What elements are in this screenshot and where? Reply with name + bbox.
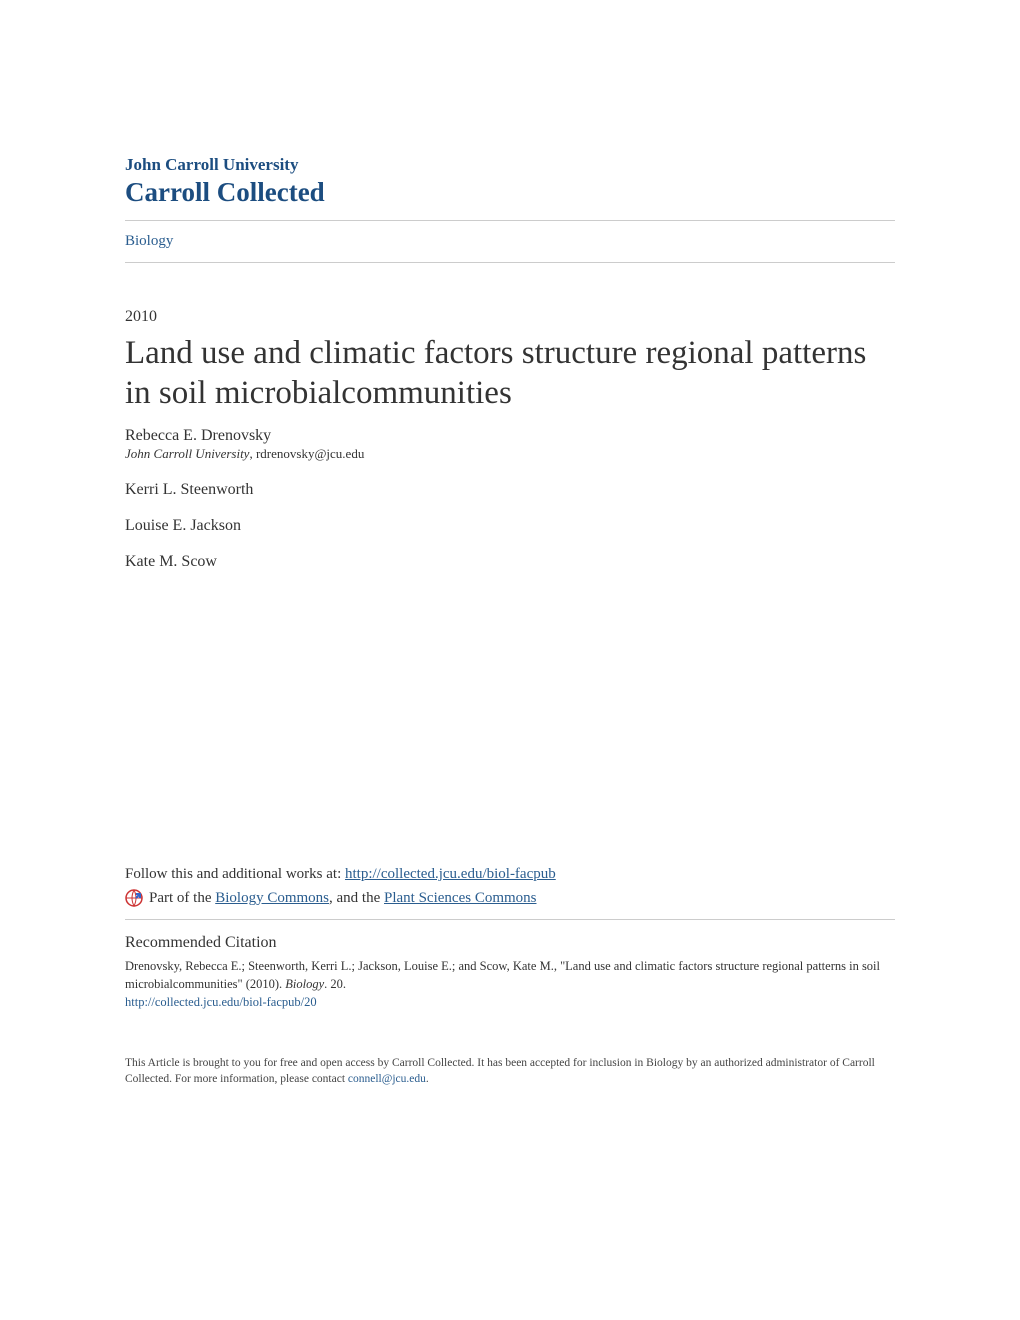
citation-text: Drenovsky, Rebecca E.; Steenworth, Kerri… — [125, 958, 895, 993]
follow-url-link[interactable]: http://collected.jcu.edu/biol-facpub — [345, 866, 556, 882]
breadcrumb-biology[interactable]: Biology — [125, 233, 895, 250]
citation-header: Recommended Citation — [125, 934, 895, 952]
follow-prefix: Follow this and additional works at: — [125, 866, 345, 882]
citation-body-2: . 20. — [324, 977, 346, 991]
article-title: Land use and climatic factors structure … — [125, 334, 895, 413]
author-name-3: Louise E. Jackson — [125, 517, 895, 535]
and-text: , and the — [329, 890, 384, 906]
publication-year: 2010 — [125, 308, 895, 326]
author-affiliation-1: John Carroll University — [125, 446, 249, 461]
author-name-2: Kerri L. Steenworth — [125, 481, 895, 499]
biology-commons-link[interactable]: Biology Commons — [215, 890, 329, 906]
author-email-1: , rdrenovsky@jcu.edu — [249, 446, 364, 461]
footer-text: This Article is brought to you for free … — [125, 1055, 895, 1087]
footer-body-1: This Article is brought to you for free … — [125, 1057, 875, 1085]
part-of-line: Part of the Biology Commons, and the Pla… — [125, 889, 895, 907]
divider-citation — [125, 919, 895, 920]
collection-name[interactable]: Carroll Collected — [125, 177, 895, 208]
network-icon — [125, 889, 143, 907]
citation-body-1: Drenovsky, Rebecca E.; Steenworth, Kerri… — [125, 959, 880, 991]
divider-top — [125, 220, 895, 221]
plant-sciences-commons-link[interactable]: Plant Sciences Commons — [384, 890, 537, 906]
author-affiliation-line: John Carroll University, rdrenovsky@jcu.… — [125, 445, 895, 463]
author-name-4: Kate M. Scow — [125, 553, 895, 571]
follow-section: Follow this and additional works at: htt… — [125, 866, 895, 907]
author-name-1: Rebecca E. Drenovsky — [125, 427, 895, 445]
footer-contact-link[interactable]: connell@jcu.edu — [348, 1073, 426, 1085]
institution-name: John Carroll University — [125, 155, 895, 175]
citation-journal: Biology — [285, 977, 324, 991]
divider-breadcrumb — [125, 262, 895, 263]
author-primary: Rebecca E. Drenovsky John Carroll Univer… — [125, 427, 895, 463]
citation-link[interactable]: http://collected.jcu.edu/biol-facpub/20 — [125, 995, 895, 1010]
footer-body-2: . — [426, 1073, 429, 1085]
part-of-prefix: Part of the — [149, 890, 215, 906]
